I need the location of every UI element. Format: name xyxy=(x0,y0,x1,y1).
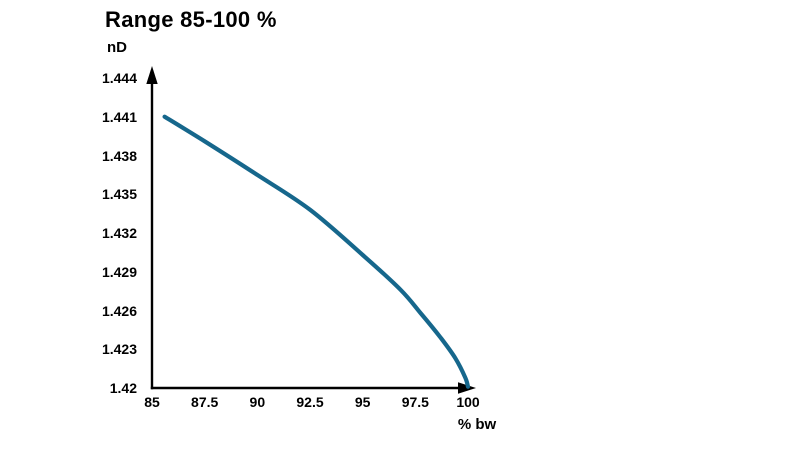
chart-title: Range 85-100 % xyxy=(105,7,277,32)
x-tick-label: 90 xyxy=(249,394,266,410)
y-axis-label: nD xyxy=(107,39,127,56)
x-axis-label: % bw xyxy=(457,416,497,433)
x-tick-label: 87.5 xyxy=(191,394,219,410)
y-tick-label: 1.444 xyxy=(101,70,137,86)
y-tick-label: 1.426 xyxy=(101,302,137,319)
x-tick-label: 100 xyxy=(456,394,480,410)
y-tick-label: 1.438 xyxy=(101,147,137,164)
y-tick-label: 1.42 xyxy=(109,380,137,396)
data-curve xyxy=(162,114,471,389)
y-axis-arrow-icon xyxy=(146,66,158,84)
y-tick-label: 1.435 xyxy=(101,186,137,203)
x-tick-label: 85 xyxy=(144,394,160,410)
x-tick-label: 92.5 xyxy=(296,394,324,410)
x-tick-label: 95 xyxy=(354,394,371,410)
y-tick-label: 1.432 xyxy=(101,225,137,241)
x-tick-label: 97.5 xyxy=(401,394,429,410)
y-tick-label: 1.441 xyxy=(101,108,137,125)
y-tick-label: 1.429 xyxy=(101,263,137,280)
y-tick-label: 1.423 xyxy=(101,341,137,358)
